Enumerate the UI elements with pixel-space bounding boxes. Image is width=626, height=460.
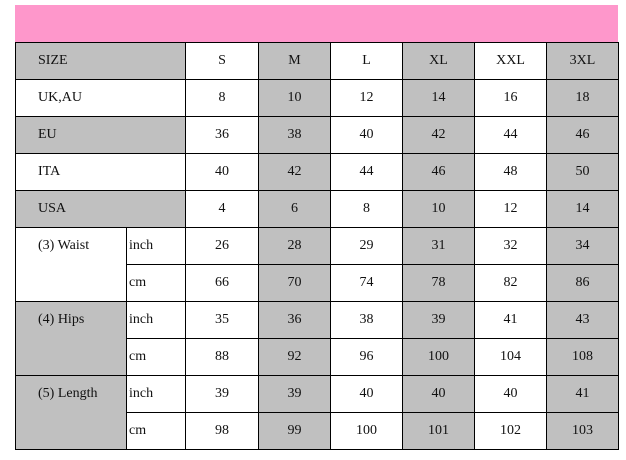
banner [15,5,618,42]
measurement-value: 35 [185,301,259,339]
table-row: (4) Hips inch 35 36 38 39 41 43 [15,301,619,376]
size-value: 46 [402,153,475,191]
measurement-value: 99 [258,412,331,450]
size-value: 48 [474,153,547,191]
size-value: 18 [546,79,619,117]
header-row: SIZE S M L XL XXL 3XL [15,42,619,80]
size-header-xl: XL [402,42,475,80]
table-row: cm 66 70 74 78 82 86 [16,264,619,302]
size-value: 12 [474,190,547,228]
measurement-value: 98 [185,412,259,450]
measurement-value: 78 [402,264,475,302]
size-header-l: L [330,42,403,80]
size-value: 12 [330,79,403,117]
measurement-value: 108 [546,338,619,376]
measurement-value: 103 [546,412,619,450]
measurement-value: 40 [474,375,547,413]
unit-label: cm [126,412,186,450]
measurement-value: 104 [474,338,547,376]
size-value: 42 [402,116,475,154]
unit-label: inch [126,375,186,413]
size-value: 42 [258,153,331,191]
size-value: 50 [546,153,619,191]
measurement-value: 88 [185,338,259,376]
size-value: 8 [330,190,403,228]
row-label: ITA [15,153,186,191]
row-label: UK,AU [15,79,186,117]
measurement-value: 39 [258,375,331,413]
measurement-value: 28 [258,227,331,265]
size-value: 8 [185,79,259,117]
measurement-value: 43 [546,301,619,339]
measurement-value: 100 [330,412,403,450]
size-value: 14 [546,190,619,228]
size-header-xxl: XXL [474,42,547,80]
size-value: 44 [474,116,547,154]
measurement-value: 41 [546,375,619,413]
table-row: cm 98 99 100 101 102 103 [16,412,619,450]
size-value: 36 [185,116,259,154]
measurement-value: 86 [546,264,619,302]
size-header-label: SIZE [15,42,186,80]
measurement-value: 26 [185,227,259,265]
size-value: 46 [546,116,619,154]
size-value: 10 [258,79,331,117]
measurement-value: 34 [546,227,619,265]
size-value: 6 [258,190,331,228]
measurement-value: 70 [258,264,331,302]
table-row: USA 4 6 8 10 12 14 [15,190,619,228]
size-value: 4 [185,190,259,228]
measurement-value: 38 [330,301,403,339]
measurement-value: 102 [474,412,547,450]
measurement-value: 39 [402,301,475,339]
measurement-value: 66 [185,264,259,302]
table-row: (5) Length inch 39 39 40 40 40 41 [15,375,619,450]
size-header-s: S [185,42,259,80]
row-label: EU [15,116,186,154]
measurement-value: 32 [474,227,547,265]
unit-label: cm [126,264,186,302]
size-header-3xl: 3XL [546,42,619,80]
measurement-value: 40 [402,375,475,413]
measurement-value: 101 [402,412,475,450]
measurement-label: (4) Hips [15,301,127,376]
measurement-value: 31 [402,227,475,265]
table-row: UK,AU 8 10 12 14 16 18 [15,79,619,117]
table-row: (3) Waist inch 26 28 29 31 32 34 [15,227,619,302]
measurement-value: 29 [330,227,403,265]
measurement-value: 41 [474,301,547,339]
size-value: 40 [185,153,259,191]
measurement-value: 74 [330,264,403,302]
measurement-value: 40 [330,375,403,413]
size-chart-table: SIZE S M L XL XXL 3XL UK,AU 8 10 12 14 16 18 EU 36 38 40 4… [15,42,619,450]
measurement-value: 100 [402,338,475,376]
measurement-value: 36 [258,301,331,339]
row-label: USA [15,190,186,228]
unit-label: inch [126,301,186,339]
table-row: ITA 40 42 44 46 48 50 [15,153,619,191]
size-value: 10 [402,190,475,228]
measurement-value: 96 [330,338,403,376]
measurement-value: 82 [474,264,547,302]
measurement-label: (5) Length [15,375,127,450]
unit-label: cm [126,338,186,376]
table-row: EU 36 38 40 42 44 46 [15,116,619,154]
unit-label: inch [126,227,186,265]
size-value: 40 [330,116,403,154]
measurement-label: (3) Waist [15,227,127,302]
size-header-m: M [258,42,331,80]
size-value: 16 [474,79,547,117]
size-value: 38 [258,116,331,154]
measurement-value: 92 [258,338,331,376]
size-value: 44 [330,153,403,191]
measurement-value: 39 [185,375,259,413]
size-value: 14 [402,79,475,117]
table-row: cm 88 92 96 100 104 108 [16,338,619,376]
